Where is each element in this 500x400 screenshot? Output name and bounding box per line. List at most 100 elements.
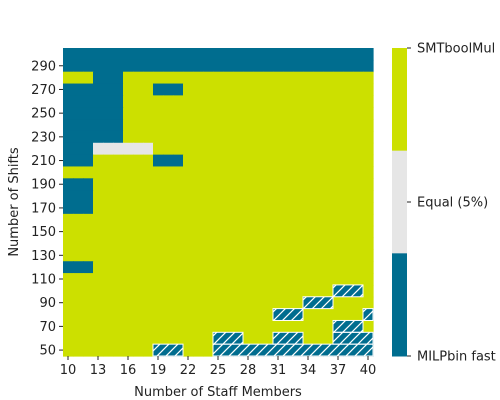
x-tick-label: 19 xyxy=(150,363,167,378)
heatmap-cell xyxy=(333,166,344,179)
heatmap-cell xyxy=(173,249,184,262)
heatmap-cell xyxy=(233,308,244,322)
heatmap-cell xyxy=(313,95,324,108)
heatmap-cell xyxy=(173,166,184,179)
heatmap-hatched-block xyxy=(212,343,374,357)
heatmap-cell xyxy=(273,296,284,310)
heatmap-cell xyxy=(243,119,254,132)
heatmap-cell xyxy=(323,308,334,322)
heatmap-cell xyxy=(313,225,324,239)
heatmap-cell xyxy=(203,178,214,191)
heatmap-cell xyxy=(323,178,334,191)
heatmap-cell xyxy=(73,48,84,61)
heatmap-cell xyxy=(193,332,204,345)
heatmap-cell xyxy=(193,142,204,156)
heatmap-cell xyxy=(343,107,354,120)
heatmap-cell xyxy=(353,71,364,85)
heatmap-cell xyxy=(353,237,364,250)
heatmap-cell xyxy=(143,178,154,191)
heatmap-cell xyxy=(183,296,194,310)
heatmap-cell xyxy=(153,320,164,333)
heatmap-cell xyxy=(303,48,314,61)
heatmap-cell xyxy=(133,83,144,96)
heatmap-cell xyxy=(343,190,354,203)
heatmap-cell xyxy=(283,273,294,286)
heatmap-cells xyxy=(63,48,374,357)
heatmap-cell xyxy=(103,237,114,250)
heatmap-cell xyxy=(83,213,94,227)
y-tick-label: 190 xyxy=(31,178,56,193)
heatmap-cell xyxy=(233,225,244,239)
x-tick-label: 25 xyxy=(210,363,227,378)
heatmap-cell xyxy=(183,130,194,144)
heatmap-cell xyxy=(333,95,344,108)
heatmap-cell xyxy=(343,273,354,286)
heatmap-hatched-block xyxy=(332,284,364,298)
x-axis-label: Number of Staff Members xyxy=(134,385,302,400)
heatmap-cell xyxy=(103,130,114,144)
heatmap-cell xyxy=(333,119,344,132)
heatmap-cell xyxy=(313,83,324,96)
heatmap-cell xyxy=(273,107,284,120)
heatmap-cell xyxy=(223,237,234,250)
heatmap-cell xyxy=(173,71,184,85)
heatmap-cell xyxy=(353,178,364,191)
heatmap-cell xyxy=(293,119,304,132)
heatmap-cell xyxy=(83,202,94,215)
heatmap-cell xyxy=(233,296,244,310)
heatmap-cell xyxy=(123,59,134,73)
heatmap-cell xyxy=(143,83,154,96)
heatmap-cell xyxy=(353,59,364,73)
heatmap-cell xyxy=(73,213,84,227)
heatmap-cell xyxy=(203,83,214,96)
heatmap-cell xyxy=(233,213,244,227)
heatmap-cell xyxy=(83,273,94,286)
heatmap-cell xyxy=(73,59,84,73)
heatmap-cell xyxy=(143,59,154,73)
heatmap-cell xyxy=(83,237,94,250)
heatmap-cell xyxy=(73,142,84,156)
heatmap-cell xyxy=(133,332,144,345)
heatmap-cell xyxy=(353,202,364,215)
heatmap-cell xyxy=(253,332,264,345)
heatmap-cell xyxy=(153,273,164,286)
heatmap-cell xyxy=(363,249,374,262)
heatmap-cell xyxy=(323,107,334,120)
heatmap-cell xyxy=(93,308,104,322)
heatmap-cell xyxy=(163,308,174,322)
heatmap-cell xyxy=(313,71,324,85)
heatmap-cell xyxy=(243,320,254,333)
heatmap-cell xyxy=(63,261,74,274)
heatmap-cell xyxy=(323,142,334,156)
heatmap-cell xyxy=(283,213,294,227)
y-tick-label: 170 xyxy=(31,201,56,216)
heatmap-cell xyxy=(283,142,294,156)
heatmap-cell xyxy=(343,178,354,191)
heatmap-hatched-block xyxy=(302,296,334,310)
heatmap-cell xyxy=(203,119,214,132)
heatmap-cell xyxy=(83,284,94,298)
heatmap-cell xyxy=(273,59,284,73)
heatmap-cell xyxy=(313,178,324,191)
heatmap-cell xyxy=(343,202,354,215)
heatmap-cell xyxy=(73,178,84,191)
heatmap-cell xyxy=(353,190,364,203)
heatmap-cell xyxy=(293,71,304,85)
heatmap-cell xyxy=(333,59,344,73)
heatmap-hatched-block xyxy=(212,331,244,345)
heatmap-cell xyxy=(253,119,264,132)
heatmap-cell xyxy=(213,261,224,274)
heatmap-cell xyxy=(363,320,374,333)
heatmap-cell xyxy=(233,178,244,191)
heatmap-cell xyxy=(93,284,104,298)
heatmap-cell xyxy=(163,225,174,239)
heatmap-cell xyxy=(63,130,74,144)
heatmap-cell xyxy=(283,154,294,168)
heatmap-cell xyxy=(103,273,114,286)
heatmap-cell xyxy=(113,119,124,132)
heatmap-cell xyxy=(363,261,374,274)
heatmap-cell xyxy=(253,225,264,239)
heatmap-cell xyxy=(303,320,314,333)
heatmap-cell xyxy=(63,190,74,203)
heatmap-cell xyxy=(253,142,264,156)
